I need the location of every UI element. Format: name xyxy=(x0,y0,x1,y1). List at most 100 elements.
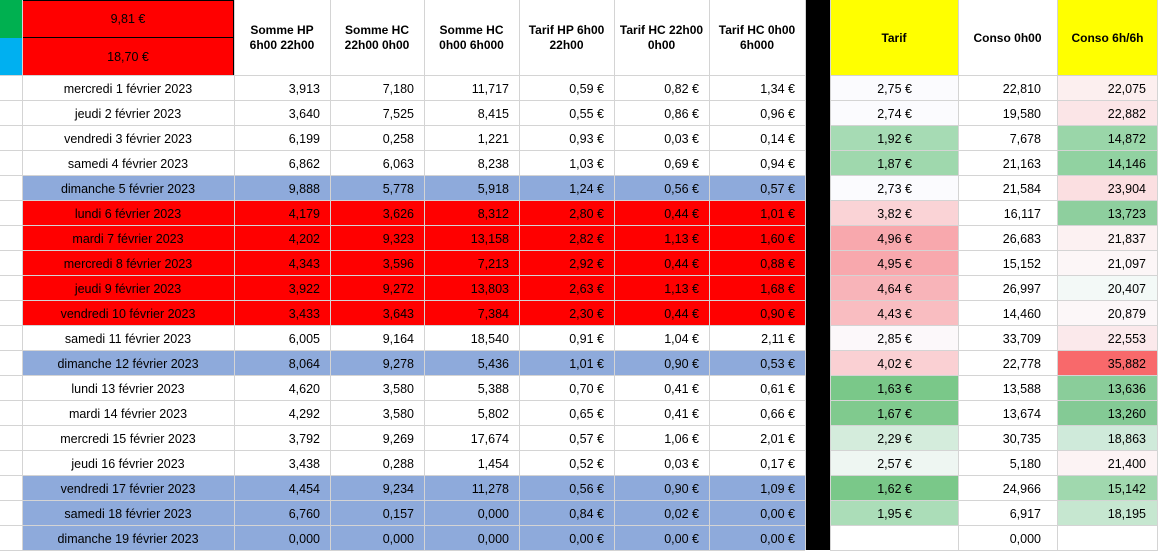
column-header-hp[interactable]: Somme HP 6h00 22h00 xyxy=(234,0,330,76)
cell-hp[interactable]: 3,438 xyxy=(234,451,330,476)
row-edge-cell[interactable] xyxy=(0,351,22,376)
cell-thc1[interactable]: 0,41 € xyxy=(614,401,709,426)
row-edge-cell[interactable] xyxy=(0,476,22,501)
column-header-hc1[interactable]: Somme HC 22h00 0h00 xyxy=(330,0,424,76)
date-cell[interactable]: mercredi 15 février 2023 xyxy=(22,426,234,451)
cell-thc1[interactable]: 1,13 € xyxy=(614,276,709,301)
row-edge-cell[interactable] xyxy=(0,526,22,551)
cell-thc1[interactable]: 1,13 € xyxy=(614,226,709,251)
cell-conso-6h[interactable]: 22,882 xyxy=(1057,101,1158,126)
cell-conso-6h[interactable]: 20,879 xyxy=(1057,301,1158,326)
cell-conso-6h[interactable]: 35,882 xyxy=(1057,351,1158,376)
cell-thp[interactable]: 0,65 € xyxy=(519,401,614,426)
cell-hc1[interactable]: 3,580 xyxy=(330,401,424,426)
cell-thc2[interactable]: 1,34 € xyxy=(709,76,805,101)
date-cell[interactable]: mardi 7 février 2023 xyxy=(22,226,234,251)
cell-thc2[interactable]: 0,90 € xyxy=(709,301,805,326)
row-edge-cell[interactable] xyxy=(0,101,22,126)
cell-thc2[interactable]: 0,94 € xyxy=(709,151,805,176)
row-edge-cell[interactable] xyxy=(0,401,22,426)
cell-hc2[interactable]: 8,312 xyxy=(424,201,519,226)
cell-hc2[interactable]: 8,415 xyxy=(424,101,519,126)
cell-thp[interactable]: 0,52 € xyxy=(519,451,614,476)
cell-hc2[interactable]: 5,802 xyxy=(424,401,519,426)
cell-conso-0h[interactable]: 22,810 xyxy=(958,76,1057,101)
cell-hp[interactable]: 4,343 xyxy=(234,251,330,276)
cell-conso-0h[interactable]: 13,588 xyxy=(958,376,1057,401)
cell-hc1[interactable]: 3,626 xyxy=(330,201,424,226)
cell-thc1[interactable]: 0,03 € xyxy=(614,126,709,151)
cell-hp[interactable]: 4,454 xyxy=(234,476,330,501)
cell-tarif[interactable]: 1,62 € xyxy=(830,476,958,501)
cell-thc2[interactable]: 1,09 € xyxy=(709,476,805,501)
row-edge-cell[interactable] xyxy=(0,301,22,326)
cell-tarif[interactable]: 1,67 € xyxy=(830,401,958,426)
row-edge-cell[interactable] xyxy=(0,126,22,151)
cell-hp[interactable]: 6,862 xyxy=(234,151,330,176)
cell-hc1[interactable]: 9,164 xyxy=(330,326,424,351)
cell-hp[interactable]: 4,620 xyxy=(234,376,330,401)
cell-hp[interactable]: 0,000 xyxy=(234,526,330,551)
cell-thc1[interactable]: 0,41 € xyxy=(614,376,709,401)
cell-hc2[interactable]: 13,803 xyxy=(424,276,519,301)
date-cell[interactable]: vendredi 10 février 2023 xyxy=(22,301,234,326)
cell-thc2[interactable]: 0,00 € xyxy=(709,526,805,551)
cell-thc2[interactable]: 1,68 € xyxy=(709,276,805,301)
date-cell[interactable]: mercredi 8 février 2023 xyxy=(22,251,234,276)
column-header-thc2[interactable]: Tarif HC 0h00 6h000 xyxy=(709,0,805,76)
cell-conso-0h[interactable]: 14,460 xyxy=(958,301,1057,326)
cell-thp[interactable]: 1,01 € xyxy=(519,351,614,376)
cell-conso-0h[interactable]: 19,580 xyxy=(958,101,1057,126)
cell-thc2[interactable]: 0,14 € xyxy=(709,126,805,151)
cell-thc2[interactable]: 0,96 € xyxy=(709,101,805,126)
cell-tarif[interactable]: 1,92 € xyxy=(830,126,958,151)
row-edge-cell[interactable] xyxy=(0,326,22,351)
cell-thc1[interactable]: 0,90 € xyxy=(614,351,709,376)
cell-hc2[interactable]: 1,221 xyxy=(424,126,519,151)
cell-hc1[interactable]: 9,234 xyxy=(330,476,424,501)
cell-hp[interactable]: 4,202 xyxy=(234,226,330,251)
date-cell[interactable]: mardi 14 février 2023 xyxy=(22,401,234,426)
cell-thp[interactable]: 2,63 € xyxy=(519,276,614,301)
row-edge-cell[interactable] xyxy=(0,226,22,251)
column-header-thp[interactable]: Tarif HP 6h00 22h00 xyxy=(519,0,614,76)
cell-conso-0h[interactable]: 16,117 xyxy=(958,201,1057,226)
cell-thp[interactable]: 0,91 € xyxy=(519,326,614,351)
cell-tarif[interactable]: 4,95 € xyxy=(830,251,958,276)
cell-hc1[interactable]: 0,157 xyxy=(330,501,424,526)
cell-hp[interactable]: 6,005 xyxy=(234,326,330,351)
cell-conso-6h[interactable]: 20,407 xyxy=(1057,276,1158,301)
cell-thc2[interactable]: 0,66 € xyxy=(709,401,805,426)
cell-thp[interactable]: 0,56 € xyxy=(519,476,614,501)
cell-thc2[interactable]: 0,88 € xyxy=(709,251,805,276)
cell-tarif[interactable]: 2,57 € xyxy=(830,451,958,476)
cell-hp[interactable]: 4,292 xyxy=(234,401,330,426)
cell-thc1[interactable]: 0,02 € xyxy=(614,501,709,526)
cell-tarif[interactable]: 4,02 € xyxy=(830,351,958,376)
cell-hc2[interactable]: 7,384 xyxy=(424,301,519,326)
cell-thp[interactable]: 0,93 € xyxy=(519,126,614,151)
cell-conso-6h[interactable]: 13,723 xyxy=(1057,201,1158,226)
cell-thc1[interactable]: 0,86 € xyxy=(614,101,709,126)
cell-thc2[interactable]: 0,53 € xyxy=(709,351,805,376)
cell-hc2[interactable]: 0,000 xyxy=(424,526,519,551)
cell-hc2[interactable]: 8,238 xyxy=(424,151,519,176)
cell-hp[interactable]: 3,640 xyxy=(234,101,330,126)
row-edge-cell[interactable] xyxy=(0,251,22,276)
cell-hp[interactable]: 8,064 xyxy=(234,351,330,376)
cell-conso-6h[interactable]: 21,837 xyxy=(1057,226,1158,251)
cell-hc1[interactable]: 9,272 xyxy=(330,276,424,301)
cell-hc1[interactable]: 6,063 xyxy=(330,151,424,176)
cell-thc2[interactable]: 0,00 € xyxy=(709,501,805,526)
cell-thp[interactable]: 0,84 € xyxy=(519,501,614,526)
cell-conso-0h[interactable]: 15,152 xyxy=(958,251,1057,276)
cell-thc2[interactable]: 0,61 € xyxy=(709,376,805,401)
cell-hp[interactable]: 6,760 xyxy=(234,501,330,526)
cell-hc2[interactable]: 5,436 xyxy=(424,351,519,376)
cell-hp[interactable]: 3,913 xyxy=(234,76,330,101)
cell-conso-0h[interactable]: 0,000 xyxy=(958,526,1057,551)
date-cell[interactable]: dimanche 12 février 2023 xyxy=(22,351,234,376)
cell-conso-0h[interactable]: 13,674 xyxy=(958,401,1057,426)
cell-conso-0h[interactable]: 26,997 xyxy=(958,276,1057,301)
cell-thp[interactable]: 0,59 € xyxy=(519,76,614,101)
